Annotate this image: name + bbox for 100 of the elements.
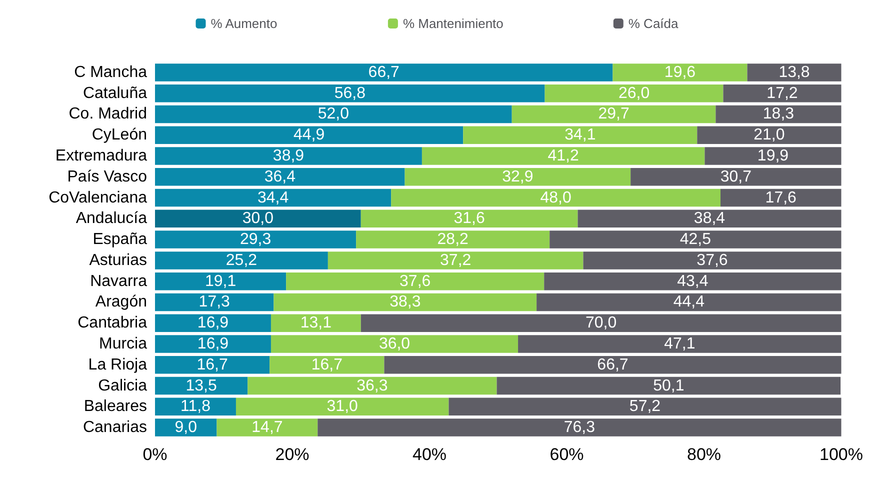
data-label: 36,0: [378, 336, 410, 352]
bar: [248, 376, 497, 395]
x-tick-label: 40%: [412, 445, 447, 464]
data-label: 13,5: [186, 377, 217, 394]
bar: [155, 230, 356, 248]
data-label: 17,2: [766, 84, 798, 102]
bar: [270, 335, 518, 353]
bar: [155, 356, 270, 374]
y-tick-label: Baleares: [84, 398, 147, 416]
bar: [391, 188, 720, 207]
bar: [583, 252, 842, 270]
bar: [612, 64, 748, 82]
data-label: 16,9: [197, 314, 229, 332]
data-label: 16,7: [311, 356, 343, 374]
data-label: 48,0: [540, 189, 572, 206]
data-label: 30,7: [720, 168, 752, 186]
data-label: 14,7: [252, 419, 283, 436]
bar: [318, 418, 842, 436]
data-label: 38,9: [272, 148, 304, 164]
data-label: 41,2: [548, 148, 579, 164]
bar: [155, 272, 286, 290]
bar: [155, 168, 405, 186]
data-label: 32,9: [502, 168, 534, 186]
data-label: 66,7: [597, 356, 628, 374]
bar: [544, 84, 724, 102]
data-label: 56,8: [334, 84, 366, 102]
legend-label: % Aumento: [210, 16, 278, 31]
bar: [356, 230, 550, 248]
data-label: 31,0: [326, 398, 358, 416]
bar: [360, 314, 842, 332]
y-tick-label: Asturias: [89, 252, 147, 269]
x-tick-label: 0%: [142, 445, 168, 464]
y-tick-label: C Mancha: [74, 64, 148, 81]
data-label: 37,2: [440, 252, 472, 269]
data-label: 29,7: [598, 106, 630, 123]
data-label: 9,0: [174, 419, 198, 436]
y-tick-label: Cantabria: [78, 314, 148, 332]
x-tick-label: 100%: [820, 445, 864, 464]
bar: [384, 356, 842, 374]
bar: [518, 335, 842, 353]
bar: [270, 356, 384, 374]
data-label: 47,1: [664, 336, 696, 352]
data-label: 76,3: [564, 419, 596, 436]
data-label: 13,1: [300, 314, 332, 332]
bar: [155, 105, 512, 124]
bar: [216, 418, 318, 436]
y-tick-label: Cataluña: [82, 84, 148, 102]
data-label: 30,0: [242, 210, 274, 228]
y-tick-label: Canarias: [82, 419, 147, 436]
bar: [155, 64, 613, 82]
data-label: 38,4: [694, 210, 726, 228]
data-label: 50,1: [653, 377, 684, 394]
data-label: 25,2: [226, 252, 258, 269]
legend-label: % Caída: [628, 16, 680, 31]
bar: [578, 210, 842, 228]
data-label: 44,9: [293, 126, 325, 144]
data-label: 31,6: [454, 210, 485, 228]
y-tick-label: Murcia: [98, 336, 148, 352]
data-label: 70,0: [586, 314, 617, 332]
bar: [274, 293, 537, 312]
bar: [747, 64, 842, 82]
bar: [155, 84, 545, 102]
x-tick-label: 20%: [275, 445, 310, 464]
data-label: 11,8: [180, 398, 211, 416]
legend-label: % Mantenimiento: [402, 16, 504, 31]
data-label: 42,5: [680, 231, 712, 248]
bar: [536, 293, 842, 312]
bar: [704, 147, 842, 165]
data-label: 52,0: [318, 106, 350, 123]
bar: [155, 126, 464, 144]
data-label: 44,4: [673, 294, 705, 311]
data-label: 19,9: [757, 148, 789, 164]
data-label: 19,6: [664, 64, 696, 81]
y-tick-label: País Vasco: [67, 168, 148, 186]
bar: [463, 126, 698, 144]
data-label: 16,7: [196, 356, 228, 374]
bar: [155, 376, 248, 395]
data-label: 16,9: [197, 336, 229, 352]
y-tick-label: España: [92, 231, 148, 248]
data-label: 66,7: [368, 64, 400, 81]
bar: [422, 147, 705, 165]
y-tick-label: Aragón: [95, 294, 147, 311]
bar: [716, 105, 842, 124]
y-tick-label: Extremadura: [55, 148, 148, 164]
y-tick-label: Co. Madrid: [68, 106, 147, 123]
data-label: 21,0: [754, 126, 785, 144]
bar: [155, 418, 217, 436]
bar: [155, 398, 236, 416]
data-label: 34,4: [257, 189, 289, 206]
data-label: 43,4: [677, 272, 708, 290]
bar: [155, 210, 361, 228]
data-label: 36,3: [356, 377, 388, 394]
bar: [155, 335, 271, 353]
bar: [236, 398, 449, 416]
bar: [155, 188, 392, 207]
data-label: 37,6: [696, 252, 728, 269]
bar: [544, 272, 842, 290]
data-label: 57,2: [629, 398, 661, 416]
data-label: 28,2: [437, 231, 469, 248]
data-label: 26,0: [618, 84, 650, 102]
